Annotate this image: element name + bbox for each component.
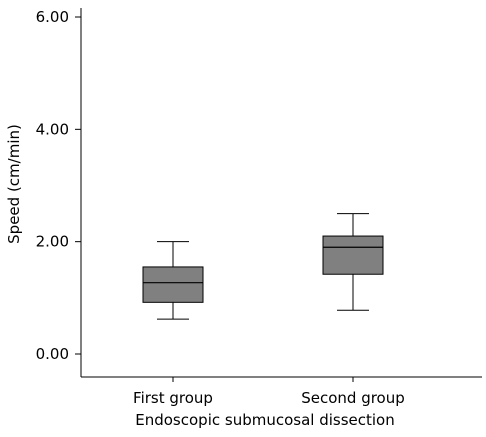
y-tick-label: 0.00 [36,345,69,363]
x-ticks: First group Second group [133,377,405,407]
axes [80,8,482,378]
y-ticks: 0.00 2.00 4.00 6.00 [36,8,81,363]
x-tick-label: Second group [301,389,405,407]
y-axis-label: Speed (cm/min) [5,124,23,244]
box-first-group [142,241,204,320]
box-second-group [322,213,384,311]
iqr-box [142,266,204,303]
y-tick-label: 6.00 [36,8,69,26]
boxes [142,213,384,320]
x-axis-label: Endoscopic submucosal dissection [135,411,394,429]
y-tick-label: 2.00 [36,233,69,251]
y-tick-label: 4.00 [36,120,69,138]
x-tick-label: First group [133,389,213,407]
iqr-box [322,235,384,275]
